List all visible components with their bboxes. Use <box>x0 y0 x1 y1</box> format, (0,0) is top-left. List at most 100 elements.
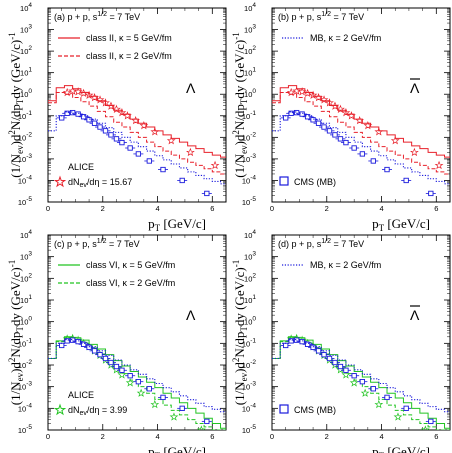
y-title-sub2: T <box>239 326 249 332</box>
y-tick-label: 10-5 <box>18 424 33 435</box>
y-tick-exponent: -2 <box>250 131 256 138</box>
x-tick-label: 0 <box>270 204 274 213</box>
alice-star-point <box>308 90 318 99</box>
alice-star-point <box>136 388 146 397</box>
x-title-unit: [GeV/c] <box>384 444 430 453</box>
alice-star-point <box>292 86 302 95</box>
y-tick-base: 10 <box>244 47 252 56</box>
y-tick-exponent: 1 <box>252 67 256 74</box>
cms-square-point <box>69 109 76 116</box>
y-tick-exponent: -5 <box>250 424 256 431</box>
alice-star-point <box>355 115 365 125</box>
cms-square-point <box>80 114 87 120</box>
y-tick-label: 104 <box>20 229 32 240</box>
y-tick-base: 10 <box>242 155 250 164</box>
x-tick-label: 6 <box>210 204 214 213</box>
cms-square-point <box>315 120 322 126</box>
series-mb-2-gev-fm-line <box>48 111 226 185</box>
cms-square-point <box>359 151 366 157</box>
y-tick-base: 10 <box>20 274 28 283</box>
y-tick-base: 10 <box>20 47 28 56</box>
legend-label-1: class VI, κ = 2 GeV/fm <box>86 278 175 288</box>
alice-star-point <box>123 111 132 120</box>
cms-square-point <box>97 352 103 358</box>
cms-square-point <box>332 132 338 138</box>
alice-star-point <box>150 399 160 409</box>
y-tick-base: 10 <box>18 155 26 164</box>
y-title-c: N/dp <box>8 104 23 130</box>
y-tick-base: 10 <box>244 296 252 305</box>
y-tick-exponent: 4 <box>252 229 256 236</box>
cms-square-point <box>59 342 65 349</box>
y-tick-exponent: -3 <box>250 381 256 388</box>
y-tick-label: 10-5 <box>18 196 33 207</box>
y-axis-title: (1/Nev)d2N/dpTdy (GeV/c)-1 <box>7 260 25 406</box>
y-tick-label: 10-2 <box>18 359 33 370</box>
panel-title-energy: = 7 TeV <box>331 239 364 249</box>
cms-square-point <box>326 128 333 134</box>
y-title-sup1: 2 <box>7 358 17 363</box>
multiplicity-label: dNev/dη = 15.67 <box>68 177 132 189</box>
x-axis-title: pT [GeV/c] <box>372 444 430 453</box>
y-tick-base: 10 <box>18 133 26 142</box>
alice-star-point <box>196 425 206 430</box>
cms-square-point <box>160 166 166 173</box>
x-axis: 0 2 4 6 <box>270 235 451 441</box>
x-title-sub: T <box>379 451 385 453</box>
cms-square-point <box>321 124 327 130</box>
y-title-sup1: 2 <box>231 130 241 135</box>
cms-square-point <box>337 136 344 142</box>
y-tick-base: 10 <box>18 198 26 207</box>
cms-square-point <box>108 132 114 138</box>
panel-title: (b) p + p, s1/2 = 7 TeV <box>278 11 364 22</box>
alice-star-point <box>84 90 94 99</box>
y-tick-exponent: 0 <box>28 316 32 323</box>
alice-star-point <box>62 87 72 97</box>
cms-square-point <box>69 337 76 343</box>
x-title-main: p <box>372 216 379 231</box>
x-axis-title: pT [GeV/c] <box>148 444 206 453</box>
mult-a: dN <box>68 405 80 415</box>
alice-star-point <box>139 120 149 130</box>
x-tick-label: 4 <box>155 432 159 441</box>
y-tick-base: 10 <box>18 339 26 348</box>
y-tick-exponent: -1 <box>250 337 256 344</box>
x-tick-label: 4 <box>379 204 383 213</box>
particle-label: Λ <box>186 80 196 96</box>
y-title-c: N/dp <box>232 332 247 358</box>
alice-star-point <box>374 399 384 409</box>
cms-square-point <box>160 394 166 401</box>
x-tick-label: 4 <box>155 204 159 213</box>
legend-label-0: MB, κ = 2 GeV/fm <box>310 33 381 43</box>
cms-square-point <box>370 386 376 392</box>
y-tick-label: 10-5 <box>242 196 257 207</box>
y-tick-base: 10 <box>244 69 252 78</box>
y-tick-exponent: 2 <box>252 45 256 52</box>
y-tick-base: 10 <box>20 4 28 13</box>
alice-star-point <box>150 127 160 136</box>
alice-star-point <box>169 412 179 421</box>
series-mb-2-gev-fm-line <box>272 338 450 413</box>
alice-star-point <box>117 108 127 117</box>
y-tick-base: 10 <box>244 318 252 327</box>
y-axis-title: (1/Nev)d2N/dpTdy (GeV/c)-1 <box>231 260 249 406</box>
x-title-sub: T <box>379 223 385 233</box>
x-title-unit: [GeV/c] <box>384 216 430 231</box>
y-tick-base: 10 <box>18 404 26 413</box>
cms-square-point <box>283 342 289 349</box>
particle-label: Λ <box>410 307 420 323</box>
y-tick-exponent: 3 <box>252 251 256 258</box>
alice-star-point <box>166 136 176 145</box>
cms-square-point <box>310 344 316 351</box>
y-title-sub2: T <box>15 98 25 104</box>
y-tick-label: 10-1 <box>18 337 33 348</box>
legend-star-marker <box>53 175 67 188</box>
y-axis-title: (1/Nev)d2N/dpTdy (GeV/c)-1 <box>231 32 249 178</box>
y-title-sup2: -1 <box>7 260 17 268</box>
x-tick-label: 0 <box>46 432 50 441</box>
cms-square-point <box>351 373 357 379</box>
y-tick-label: 10-4 <box>18 402 33 413</box>
